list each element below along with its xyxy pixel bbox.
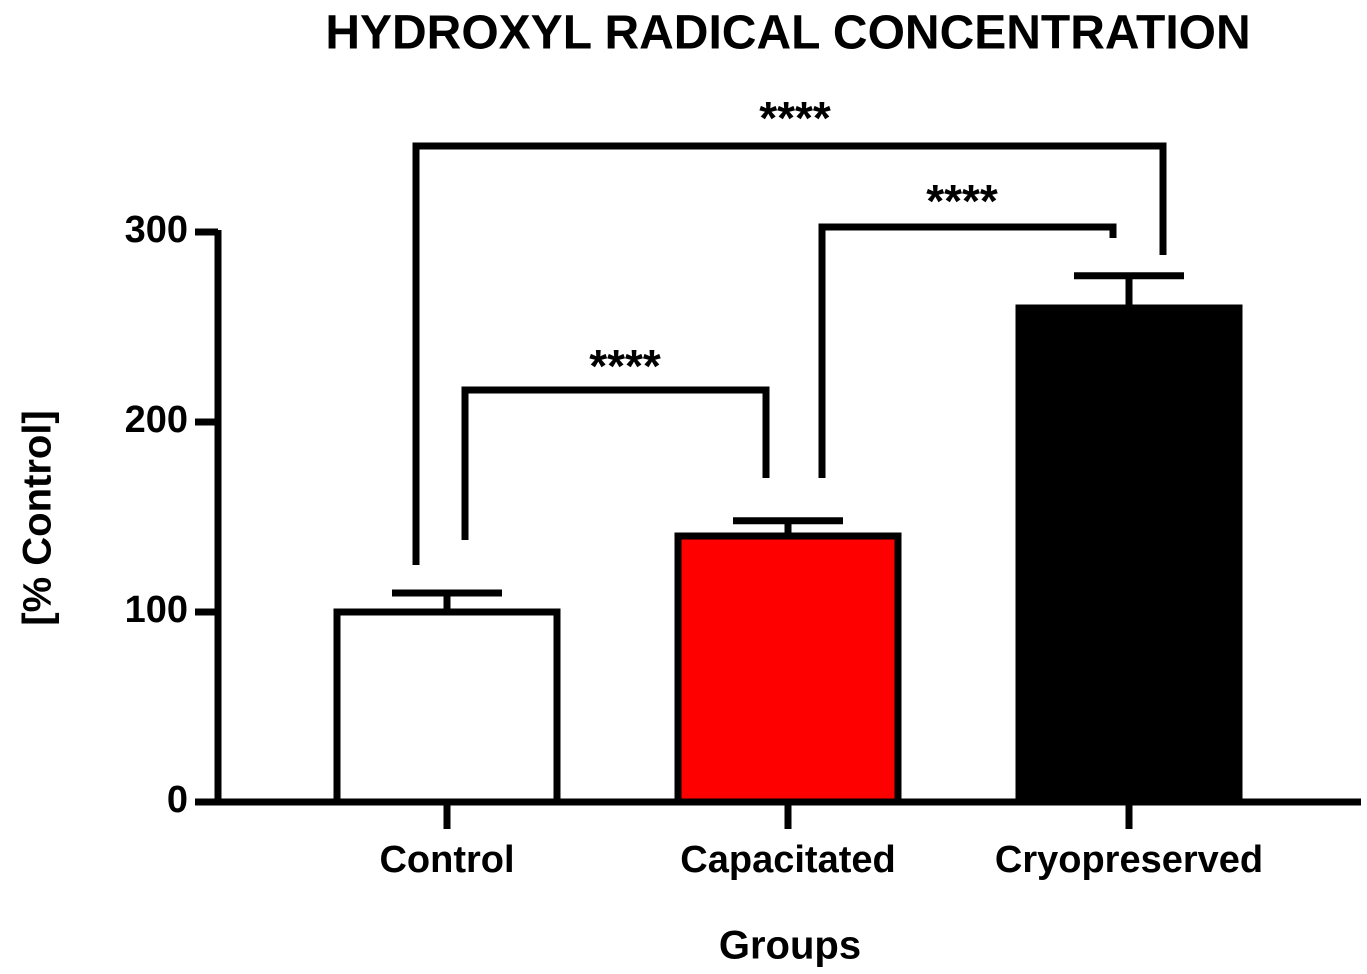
x-tick-label: Control bbox=[379, 839, 514, 881]
x-tick-label: Capacitated bbox=[680, 839, 895, 881]
y-tick-label: 0 bbox=[167, 779, 188, 821]
significance-label: **** bbox=[589, 340, 661, 392]
chart-title: HYDROXYL RADICAL CONCENTRATION bbox=[325, 7, 1250, 60]
significance-bracket bbox=[818, 223, 1117, 478]
y-tick-label: 100 bbox=[125, 589, 188, 631]
bar bbox=[333, 608, 561, 806]
bar bbox=[1015, 304, 1243, 806]
bar bbox=[674, 532, 902, 806]
significance-label: **** bbox=[759, 92, 831, 144]
x-tick-label: Cryopreserved bbox=[995, 839, 1263, 881]
significance-bracket bbox=[461, 386, 770, 540]
y-tick-label: 300 bbox=[125, 209, 188, 251]
significance-label: **** bbox=[926, 175, 998, 227]
y-axis-label: [% Control] bbox=[16, 410, 60, 626]
x-axis-label: Groups bbox=[719, 924, 861, 968]
significance-bracket bbox=[412, 142, 1167, 565]
y-tick-label: 200 bbox=[125, 399, 188, 441]
